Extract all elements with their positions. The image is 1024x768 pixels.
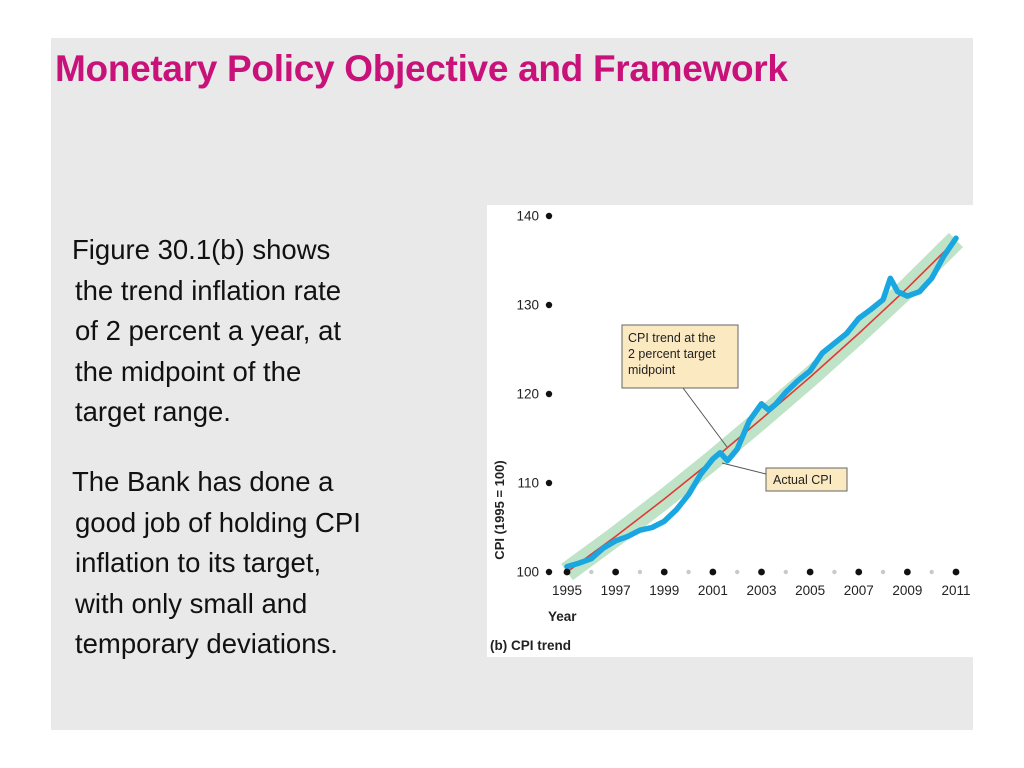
x-tick-dot bbox=[709, 568, 717, 576]
y-tick-label: 100 bbox=[516, 565, 539, 580]
x-tick-label: 2011 bbox=[941, 583, 970, 598]
x-minor-tick-dot bbox=[832, 569, 837, 575]
x-minor-tick-dot bbox=[589, 569, 594, 575]
y-tick-dot bbox=[545, 212, 553, 220]
body-paragraph-2: The Bank has done a good job of holding … bbox=[65, 462, 361, 665]
x-tick-label: 1995 bbox=[552, 583, 582, 598]
y-tick-label: 140 bbox=[516, 209, 539, 224]
paragraph-line: good job of holding CPI bbox=[75, 506, 361, 538]
paragraph-line: Figure 30.1(b) shows bbox=[72, 234, 331, 265]
x-tick-dot bbox=[806, 568, 814, 576]
x-tick-label: 2007 bbox=[844, 583, 874, 598]
trend-callout-text: midpoint bbox=[628, 363, 676, 377]
paragraph-line: with only small and bbox=[75, 587, 308, 619]
x-tick-label: 2003 bbox=[746, 583, 776, 598]
x-tick-dot bbox=[612, 568, 620, 576]
slide-title: Monetary Policy Objective and Framework bbox=[55, 48, 788, 89]
chart-figure: 100 110 120 130 140 1995 1997 1999 2001 2003 2005 2… bbox=[487, 205, 973, 657]
x-axis-title: Year bbox=[548, 609, 577, 624]
x-tick-label: 2001 bbox=[698, 583, 728, 598]
x-tick-dot bbox=[903, 568, 911, 576]
paragraph-line: inflation to its target, bbox=[75, 547, 322, 578]
y-tick-dot bbox=[545, 390, 553, 398]
x-minor-tick-dot bbox=[686, 569, 691, 575]
x-minor-tick-dot bbox=[637, 569, 643, 575]
paragraph-line: of 2 percent a year, at bbox=[75, 315, 342, 346]
y-tick-dot bbox=[545, 301, 553, 309]
paragraph-line: the trend inflation rate bbox=[75, 274, 342, 306]
y-tick-label: 130 bbox=[516, 298, 539, 313]
actual-callout-box bbox=[765, 467, 848, 492]
y-tick-dot bbox=[545, 568, 553, 576]
actual-callout-text: Actual CPI bbox=[773, 473, 832, 487]
paragraph-line: target range. bbox=[75, 396, 231, 427]
x-tick-dot bbox=[952, 568, 960, 576]
trend-callout-box bbox=[621, 324, 739, 389]
y-tick-label: 110 bbox=[517, 476, 539, 491]
cpi-trend-chart: 100 110 120 130 140 1995 1997 1999 2001 2003 2005 2… bbox=[490, 209, 971, 654]
x-tick-label: 2009 bbox=[892, 583, 922, 598]
x-tick-label: 1999 bbox=[649, 583, 679, 598]
x-tick-label: 1997 bbox=[601, 583, 631, 598]
paragraph-line: the midpoint of the bbox=[75, 355, 302, 387]
paragraph-line: temporary deviations. bbox=[75, 628, 338, 659]
x-minor-tick-dot bbox=[929, 569, 934, 575]
cpi-trend-line bbox=[566, 239, 957, 573]
y-axis-title: CPI (1995 = 100) bbox=[492, 460, 507, 559]
body-paragraph-1: Figure 30.1(b) shows the trend inflation… bbox=[65, 230, 341, 433]
x-minor-tick-dot bbox=[783, 569, 789, 575]
x-tick-dot bbox=[758, 568, 765, 576]
y-tick-label: 120 bbox=[516, 387, 539, 402]
y-tick-dot bbox=[545, 479, 553, 487]
trend-callout-leader bbox=[682, 387, 728, 448]
x-tick-dot bbox=[563, 568, 571, 576]
trend-callout-text: CPI trend at the bbox=[628, 331, 716, 345]
x-tick-label: 2005 bbox=[795, 583, 825, 598]
x-minor-tick-dot bbox=[880, 569, 886, 575]
x-tick-dot bbox=[660, 568, 668, 576]
actual-callout-leader bbox=[721, 462, 767, 475]
x-minor-tick-dot bbox=[734, 569, 740, 575]
x-tick-dot bbox=[855, 568, 863, 576]
paragraph-line: The Bank has done a bbox=[72, 466, 334, 497]
actual-cpi-line bbox=[564, 235, 959, 570]
panel-label: (b) CPI trend bbox=[490, 638, 571, 653]
trend-callout-text: 2 percent target bbox=[628, 347, 716, 361]
